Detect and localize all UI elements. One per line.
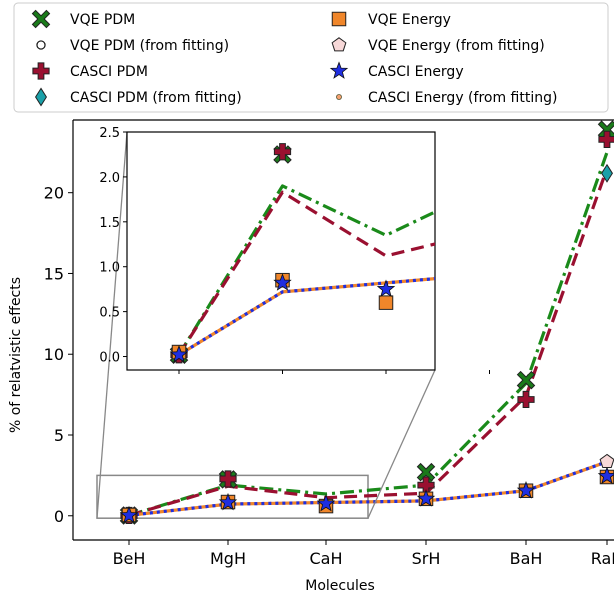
inset-point-extra-1 [481, 306, 497, 322]
inset-y-tick-label-4: 2.0 [99, 171, 120, 186]
x-tick-label-bah: BaH [510, 549, 543, 568]
inset-point-extra-2 [481, 289, 497, 304]
zoom-connector-right [367, 369, 436, 519]
inset-point-extra-0 [483, 294, 497, 308]
x-tick-label-cah: CaH [309, 549, 342, 568]
y-tick-label-0: 0 [54, 507, 64, 526]
y-tick-label-10: 10 [44, 345, 64, 364]
legend-label-casci-pdm: CASCI PDM [70, 64, 148, 80]
inset-point-casci-energy-beh [169, 345, 189, 363]
x-tick-label-mgh: MgH [210, 549, 246, 568]
legend-label-vqe-energy-from-fitting: VQE Energy (from fitting) [368, 38, 545, 54]
inset-point-casci-energy-mgh [273, 273, 292, 291]
inset-line-casci-energy-from-fitting [178, 277, 435, 357]
point-casci-energy-mgh [218, 492, 238, 511]
inset-point-casci-pdm-mgh [273, 143, 292, 161]
point-casci-pdm-mgh [219, 470, 237, 488]
x-tick-label-rah: RaH [591, 549, 614, 568]
point-casci-energy-rah [597, 466, 614, 485]
legend: VQE PDM VQE PDM (from fitting) CASCI PDM CA… [13, 2, 609, 113]
point-casci-energy-cah [316, 493, 336, 512]
inset-y-tick-label-1: 0.5 [99, 306, 120, 321]
x-tick-label-beh: BeH [113, 549, 146, 568]
point-casci-energy-srh [416, 489, 436, 507]
legend-marker-casci-energy [329, 61, 349, 79]
legend-label-vqe-pdm-from-fitting: VQE PDM (from fitting) [70, 38, 229, 54]
y-tick-label-5: 5 [54, 426, 64, 445]
inset-frame [126, 131, 436, 371]
point-vqe-pdm-bah [516, 370, 536, 390]
zoom-connector-left [96, 131, 128, 519]
x-tick-label-srh: SrH [412, 549, 441, 568]
inset-point-extra-3 [481, 272, 498, 289]
inset-point-casci-energy-cah [376, 279, 396, 298]
inset-y-tick-label-3: 1.5 [99, 216, 120, 231]
legend-marker-vqe-energy-from-fitting [331, 37, 347, 52]
inset-line-casci-pdm-from-fitting [177, 190, 435, 356]
inset-point-vqe-energy-cah [378, 295, 394, 310]
inset-y-tick-label-0: 0.0 [99, 351, 120, 366]
legend-label-casci-energy-from-fitting: CASCI Energy (from fitting) [368, 90, 557, 106]
point-casci-energy-beh [119, 505, 139, 524]
point-vqe-energy-from-fitting-rah [599, 453, 614, 468]
point-casci-pdm-rah [598, 130, 614, 148]
legend-label-casci-energy: CASCI Energy [368, 64, 464, 80]
point-vqe-pdm-srh [416, 462, 436, 482]
inset-y-tick-label-2: 1.0 [99, 261, 120, 276]
point-casci-pdm-from-fitting-rah [601, 163, 613, 183]
legend-frame [13, 2, 609, 113]
legend-marker-casci-pdm [32, 62, 50, 80]
legend-marker-vqe-pdm-from-fitting [36, 40, 46, 50]
inset-plot: 0.0 0.5 1.0 1.5 2.0 2.5 [96, 126, 498, 519]
legend-marker-casci-pdm-from-fitting [35, 87, 47, 107]
inset-line-vqe-pdm-from-fitting [177, 184, 435, 356]
point-casci-pdm-bah [517, 390, 535, 409]
inset-clipped-group [169, 143, 498, 364]
y-tick-label-15: 15 [44, 264, 64, 283]
y-tick-label-20: 20 [44, 184, 64, 203]
line-casci-pdm-from-fitting [128, 167, 609, 517]
legend-label-casci-pdm-from-fitting: CASCI PDM (from fitting) [70, 90, 242, 106]
y-axis-label: % of relatvistic effects [8, 277, 24, 433]
legend-label-vqe-energy: VQE Energy [368, 12, 451, 28]
legend-marker-casci-energy-from-fitting [336, 94, 342, 100]
point-casci-energy-bah [516, 481, 536, 499]
x-axis-label: Molecules [305, 578, 375, 594]
legend-label-vqe-pdm: VQE PDM [70, 12, 135, 28]
inset-y-tick-label-5: 2.5 [99, 126, 120, 141]
legend-marker-vqe-energy [331, 11, 347, 27]
legend-marker-vqe-pdm [31, 9, 51, 29]
